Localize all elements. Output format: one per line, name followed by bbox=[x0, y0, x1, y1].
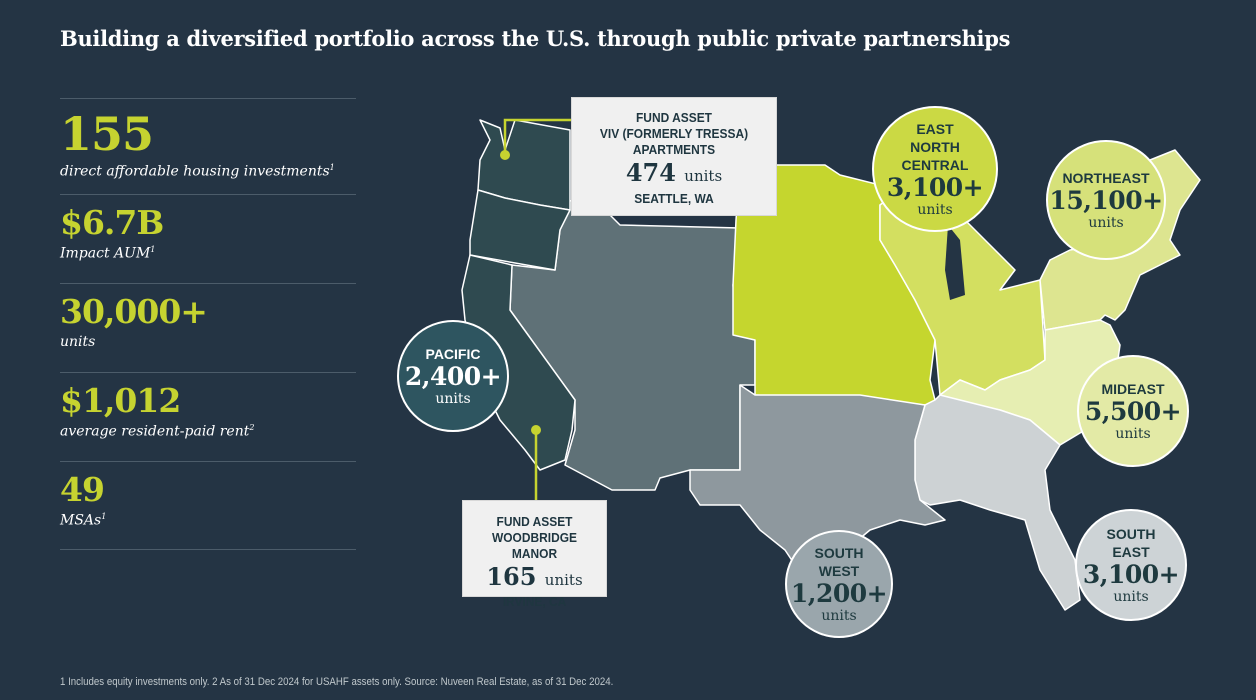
callout-seattle: FUND ASSET VIV (FORMERLY TRESSA) APARTME… bbox=[571, 97, 777, 216]
region-name: MIDEAST bbox=[1101, 381, 1165, 397]
seattle-marker bbox=[500, 150, 510, 160]
callout-count: 474 bbox=[625, 158, 676, 187]
region-circle-south-west: SOUTH WEST 1,200+ units bbox=[785, 530, 893, 638]
stat-msas: 49 MSAs1 bbox=[60, 461, 356, 550]
stat-units: 30,000+ units bbox=[60, 283, 356, 372]
stat-value: $6.7B bbox=[60, 203, 164, 242]
callout-unit: units bbox=[684, 167, 723, 185]
stat-value: 155 bbox=[60, 107, 154, 161]
region-unit: units bbox=[917, 202, 953, 218]
region-name: CENTRAL bbox=[901, 157, 969, 173]
region-name: PACIFIC bbox=[425, 346, 481, 362]
stat-investments: 155 direct affordable housing investment… bbox=[60, 98, 356, 194]
region-circle-south-east: SOUTH EAST 3,100+ units bbox=[1075, 509, 1187, 621]
stat-label: direct affordable housing investments bbox=[60, 163, 330, 180]
footnote-ref: 1 bbox=[101, 512, 107, 521]
region-circle-pacific: PACIFIC 2,400+ units bbox=[397, 320, 509, 432]
region-unit: units bbox=[1113, 589, 1149, 605]
callout-location: IRVINE, CA bbox=[502, 594, 567, 609]
stat-rent: $1,012 average resident-paid rent2 bbox=[60, 372, 356, 461]
footnote-ref: 1 bbox=[329, 163, 335, 172]
region-unit: units bbox=[1088, 215, 1124, 231]
region-circle-mideast: MIDEAST 5,500+ units bbox=[1077, 355, 1189, 467]
callout-label: WOODBRIDGE MANOR bbox=[491, 530, 578, 561]
callout-location: SEATTLE, WA bbox=[634, 191, 714, 206]
footnotes: 1 Includes equity investments only. 2 As… bbox=[60, 676, 614, 688]
region-name: NORTH bbox=[910, 139, 960, 155]
region-unit: units bbox=[821, 608, 857, 624]
lake-michigan bbox=[945, 225, 965, 300]
callout-irvine: FUND ASSET WOODBRIDGE MANOR 165 units IR… bbox=[462, 500, 607, 609]
callout-label: APARTMENTS bbox=[632, 142, 716, 157]
region-value: 15,100+ bbox=[1049, 186, 1163, 215]
region-name: NORTHEAST bbox=[1062, 170, 1150, 186]
callout-label: VIV (FORMERLY TRESSA) bbox=[599, 126, 749, 141]
stat-aum: $6.7B Impact AUM1 bbox=[60, 194, 356, 283]
region-name: SOUTH bbox=[1106, 526, 1156, 542]
region-name: EAST bbox=[916, 121, 954, 137]
region-unit: units bbox=[1115, 426, 1151, 442]
stats-list: 155 direct affordable housing investment… bbox=[60, 98, 356, 550]
footnote-ref: 2 bbox=[249, 423, 255, 432]
stat-label: MSAs bbox=[60, 512, 102, 529]
region-pacific-or bbox=[469, 189, 571, 271]
callout-label: FUND ASSET bbox=[496, 514, 573, 529]
region-value: 5,500+ bbox=[1084, 397, 1182, 426]
stat-label: Impact AUM bbox=[60, 245, 151, 262]
stat-label: units bbox=[60, 334, 96, 350]
region-name: SOUTH bbox=[814, 545, 864, 561]
region-value: 3,100+ bbox=[886, 173, 984, 202]
callout-label: FUND ASSET bbox=[636, 110, 712, 125]
seattle-leader-line bbox=[503, 118, 571, 155]
region-value: 1,200+ bbox=[790, 579, 888, 608]
callout-unit: units bbox=[544, 571, 583, 589]
footnote-ref: 1 bbox=[150, 245, 156, 254]
region-unit: units bbox=[435, 391, 471, 407]
stat-value: 49 bbox=[60, 470, 105, 509]
callout-count: 165 bbox=[486, 562, 537, 591]
irvine-marker bbox=[531, 425, 541, 435]
region-value: 2,400+ bbox=[404, 362, 502, 391]
stat-value: $1,012 bbox=[60, 381, 181, 420]
region-value: 3,100+ bbox=[1082, 560, 1180, 589]
region-name: WEST bbox=[818, 563, 860, 579]
page-title: Building a diversified portfolio across … bbox=[60, 26, 1011, 51]
stat-value: 30,000+ bbox=[60, 292, 208, 331]
region-circle-northeast: NORTHEAST 15,100+ units bbox=[1046, 140, 1166, 260]
region-circle-east-north-central: EAST NORTH CENTRAL 3,100+ units bbox=[872, 106, 998, 232]
stat-label: average resident-paid rent bbox=[60, 423, 250, 440]
region-name: EAST bbox=[1112, 544, 1150, 560]
region-pacific-ca bbox=[461, 254, 576, 471]
